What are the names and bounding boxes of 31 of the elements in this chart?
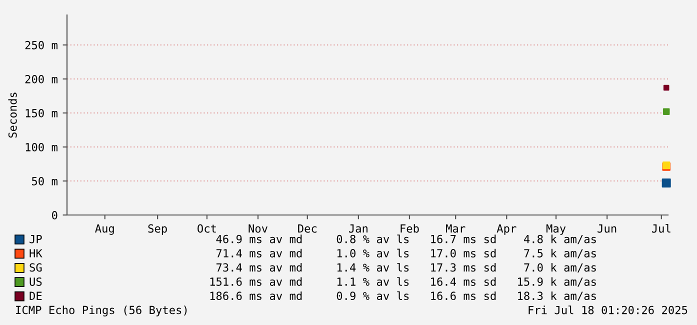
x-tick-label: Oct — [198, 224, 216, 233]
legend-label: HK — [30, 249, 42, 258]
x-tick-label: Jan — [349, 224, 368, 233]
x-tick-label: Aug — [95, 224, 114, 235]
text: 71.4 ms av md 1.0 % av ls 17.0 ms sd 7.5 k am/as — [216, 248, 596, 258]
text: Fri Jul 18 01:20:26 2025 — [528, 306, 688, 314]
y-tick-label: 100 m — [26, 142, 58, 152]
x-tick-label: Nov — [248, 224, 268, 233]
legend-label: SG — [30, 263, 42, 272]
text: 73.4 ms av md 1.4 % av ls 17.3 ms sd 7.0 k am/as — [216, 262, 596, 273]
text: ICMP Echo Pings (56 Bytes) — [16, 306, 187, 316]
y-tick-label: 50 m — [32, 176, 58, 186]
x-tick-label: Jul — [652, 224, 670, 233]
x-tick-label: Sep — [148, 224, 167, 235]
y-tick-label: 250 m — [25, 40, 58, 50]
text: 46.9 ms av md 0.8 % av ls 16.7 ms sd 4.8 k am/as — [216, 234, 596, 244]
y-tick-label: 150 m — [26, 108, 58, 118]
legend-label: JP — [30, 234, 42, 244]
x-tick-label: Apr — [496, 224, 516, 235]
x-tick-label: Dec — [298, 224, 316, 233]
legend-label: US — [30, 277, 42, 286]
x-tick-label: Mar — [446, 224, 466, 233]
legend-label: DE — [30, 292, 42, 300]
text: 186.6 ms av md 0.9 % av ls 16.6 ms sd 18.3 k am/as — [210, 291, 596, 301]
x-tick-label: May — [546, 224, 566, 235]
y-axis-title: Seconds — [8, 92, 17, 138]
text: 151.6 ms av md 1.1 % av ls 16.4 ms sd 15.9 k am/as — [210, 277, 596, 287]
x-tick-label: Jun — [598, 224, 616, 233]
x-tick-label: Feb — [400, 224, 419, 233]
y-tick-label: 200 m — [25, 74, 58, 84]
y-tick-label: 0 — [52, 211, 58, 220]
